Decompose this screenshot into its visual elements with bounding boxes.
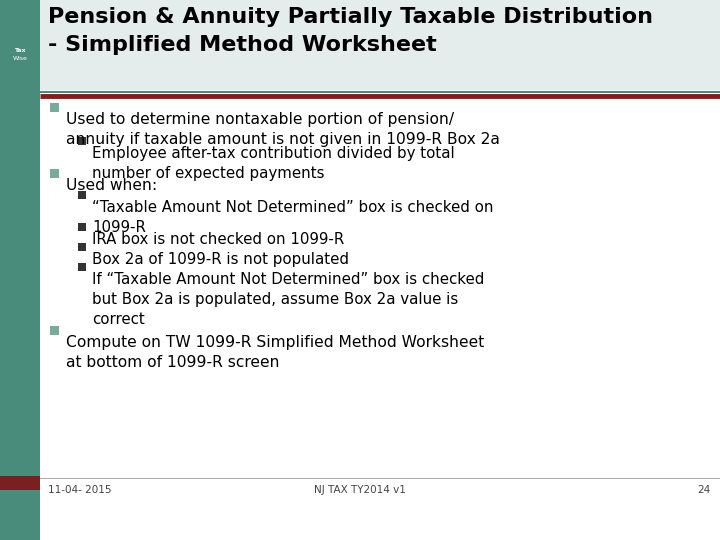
Text: 24: 24	[697, 485, 710, 495]
Text: If “Taxable Amount Not Determined” box is checked
but Box 2a is populated, assum: If “Taxable Amount Not Determined” box i…	[92, 272, 485, 327]
Text: - Simplified Method Worksheet: - Simplified Method Worksheet	[48, 35, 437, 55]
Text: Pension & Annuity Partially Taxable Distribution: Pension & Annuity Partially Taxable Dist…	[48, 7, 653, 27]
Bar	[50, 326, 59, 334]
Text: Used to determine nontaxable portion of pension/
annuity if taxable amount is no: Used to determine nontaxable portion of …	[66, 112, 500, 147]
Bar	[78, 263, 86, 271]
Bar	[40, 0, 720, 90]
Bar	[50, 168, 59, 178]
Text: IRA box is not checked on 1099-R: IRA box is not checked on 1099-R	[92, 232, 344, 247]
Text: Wise: Wise	[12, 56, 27, 60]
Bar	[0, 476, 40, 490]
Text: Compute on TW 1099-R Simplified Method Worksheet
at bottom of 1099-R screen: Compute on TW 1099-R Simplified Method W…	[66, 335, 485, 370]
Text: Box 2a of 1099-R is not populated: Box 2a of 1099-R is not populated	[92, 252, 349, 267]
Bar	[78, 223, 86, 231]
Bar	[78, 191, 86, 199]
Bar	[50, 103, 59, 111]
Bar	[0, 0, 40, 540]
Bar	[78, 137, 86, 145]
Bar	[78, 243, 86, 251]
Text: “Taxable Amount Not Determined” box is checked on
1099-R: “Taxable Amount Not Determined” box is c…	[92, 200, 493, 235]
Text: NJ TAX TY2014 v1: NJ TAX TY2014 v1	[314, 485, 406, 495]
Text: 11-04- 2015: 11-04- 2015	[48, 485, 112, 495]
Text: Employee after-tax contribution divided by total
number of expected payments: Employee after-tax contribution divided …	[92, 146, 455, 181]
Text: Used when:: Used when:	[66, 178, 157, 193]
Text: Tax: Tax	[14, 48, 26, 52]
